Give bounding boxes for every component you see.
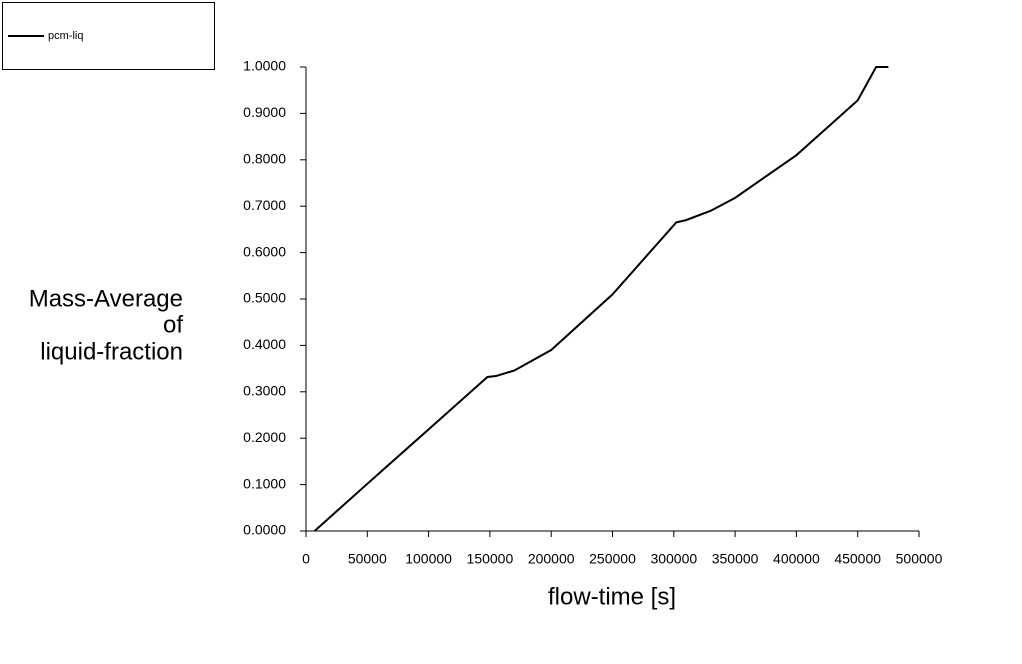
x-axis-label: flow-time [s]	[548, 583, 676, 610]
x-tick-label: 450000	[834, 551, 881, 567]
y-tick-label: 0.3000	[243, 383, 286, 399]
y-tick-label: 0.4000	[243, 336, 286, 352]
y-axis-label: of	[163, 311, 183, 338]
data-line	[313, 66, 889, 532]
y-tick-label: 1.0000	[243, 58, 286, 74]
x-tick-label: 350000	[712, 551, 759, 567]
y-tick-label: 0.0000	[243, 522, 286, 538]
y-axis-label: liquid-fraction	[40, 338, 183, 365]
y-tick-label: 0.8000	[243, 151, 286, 167]
y-tick-label: 0.1000	[243, 475, 286, 491]
x-tick-label: 200000	[528, 551, 575, 567]
x-tick-label: 100000	[405, 551, 452, 567]
y-tick-label: 0.7000	[243, 197, 286, 213]
x-tick-label: 500000	[896, 551, 943, 567]
legend-label: pcm-liq	[48, 30, 83, 42]
x-tick-label: 300000	[650, 551, 697, 567]
y-tick-label: 0.9000	[243, 104, 286, 120]
y-tick-label: 0.5000	[243, 290, 286, 306]
x-tick-label: 400000	[773, 551, 820, 567]
x-tick-label: 250000	[589, 551, 636, 567]
y-tick-label: 0.6000	[243, 243, 286, 259]
legend-box	[2, 2, 215, 70]
y-axis-label: Mass-Average	[29, 285, 183, 312]
x-tick-label: 50000	[348, 551, 387, 567]
x-tick-label: 0	[302, 551, 310, 567]
y-tick-label: 0.2000	[243, 429, 286, 445]
x-tick-label: 150000	[467, 551, 514, 567]
